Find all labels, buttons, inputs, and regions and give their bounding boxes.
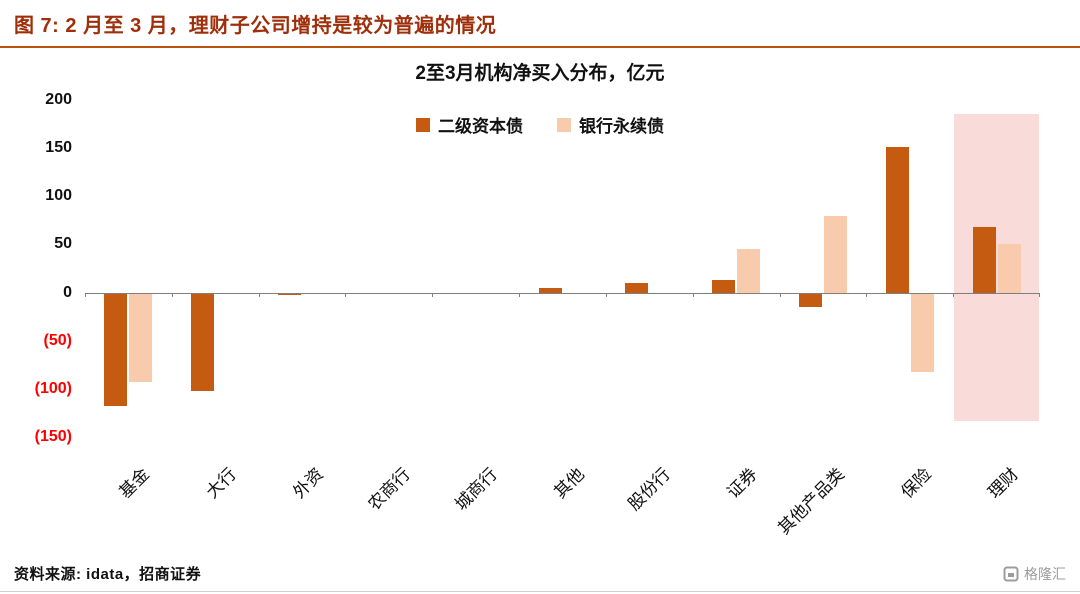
figure-caption: 图 7: 2 月至 3 月，理财子公司增持是较为普遍的情况 [0, 0, 1080, 48]
plot-area [85, 100, 1040, 437]
bar-银行永续债-保险 [910, 292, 934, 373]
chart-legend: 二级资本债 银行永续债 [0, 112, 1080, 137]
bar-二级资本债-其他 [538, 287, 562, 293]
y-tick-label: (50) [43, 331, 72, 349]
axis-tick [171, 292, 173, 297]
bar-二级资本债-股份行 [625, 282, 649, 293]
watermark-label: 格隆汇 [1024, 565, 1066, 582]
x-category-label-农商行: 农商行 [364, 464, 414, 515]
axis-tick [692, 292, 694, 297]
x-category-label-其他产品类: 其他产品类 [774, 464, 848, 539]
x-category-label-证券: 证券 [723, 464, 762, 503]
bar-二级资本债-其他产品类 [798, 292, 822, 307]
x-category-label-保险: 保险 [897, 464, 935, 503]
y-tick-label: 50 [54, 235, 72, 253]
x-category-label-理财: 理财 [984, 464, 1022, 503]
bar-银行永续债-证券 [737, 249, 761, 293]
legend-swatch-icon [416, 117, 430, 132]
bar-银行永续债-理财 [997, 244, 1021, 293]
bar-二级资本债-理财 [972, 227, 996, 293]
x-category-label-基金: 基金 [115, 464, 154, 503]
x-category-label-城商行: 城商行 [451, 464, 501, 515]
bar-二级资本债-外资 [278, 292, 302, 296]
bar-二级资本债-保险 [885, 147, 909, 293]
zero-axis-line [85, 292, 1040, 294]
bar-二级资本债-证券 [712, 280, 736, 293]
y-tick-label: 150 [45, 139, 72, 157]
axis-tick [519, 292, 521, 297]
legend-item-二级资本债: 二级资本债 [416, 112, 523, 137]
legend-item-银行永续债: 银行永续债 [557, 112, 664, 137]
bottom-divider [0, 591, 1080, 592]
axis-tick [605, 292, 607, 297]
bar-银行永续债-其他产品类 [823, 215, 847, 293]
axis-tick [432, 292, 434, 297]
bar-二级资本债-基金 [104, 292, 128, 407]
axis-tick [345, 292, 347, 297]
axis-tick [258, 292, 260, 297]
axis-tick [85, 292, 86, 297]
y-tick-label: 100 [45, 187, 72, 205]
axis-tick [779, 292, 781, 297]
gelonghui-logo-icon [1003, 566, 1019, 581]
legend-swatch-icon [557, 117, 571, 132]
legend-label: 二级资本债 [438, 117, 523, 136]
source-note: 资料来源: idata，招商证券 [14, 566, 202, 583]
gelonghui-watermark: 格隆汇 [1003, 564, 1066, 584]
axis-tick [1039, 292, 1040, 297]
x-category-label-外资: 外资 [289, 464, 328, 503]
figure-footer: 资料来源: idata，招商证券 格隆汇 [14, 563, 1066, 584]
axis-tick [866, 292, 868, 297]
x-category-label-其他: 其他 [549, 464, 588, 503]
bar-二级资本债-大行 [191, 292, 215, 391]
y-axis: 200 150 100 50 0 (50) (100) (150) [0, 91, 72, 445]
y-tick-label: (100) [34, 379, 72, 397]
chart-title: 2至3月机构净买入分布，亿元 [415, 63, 665, 84]
axis-tick [953, 292, 955, 297]
x-category-label-大行: 大行 [202, 464, 241, 503]
legend-label: 银行永续债 [579, 117, 664, 136]
highlight-region-理财 [954, 114, 1039, 421]
y-tick-label: 200 [45, 91, 72, 108]
x-axis-labels: 基金 大行 外资 农商行 城商行 其他 股份行 证券 其他产品类 保险 理财 [85, 449, 1040, 554]
y-tick-label: (150) [34, 428, 72, 445]
y-tick-label: 0 [63, 283, 72, 301]
x-category-label-股份行: 股份行 [624, 464, 675, 515]
bar-银行永续债-基金 [129, 292, 153, 383]
